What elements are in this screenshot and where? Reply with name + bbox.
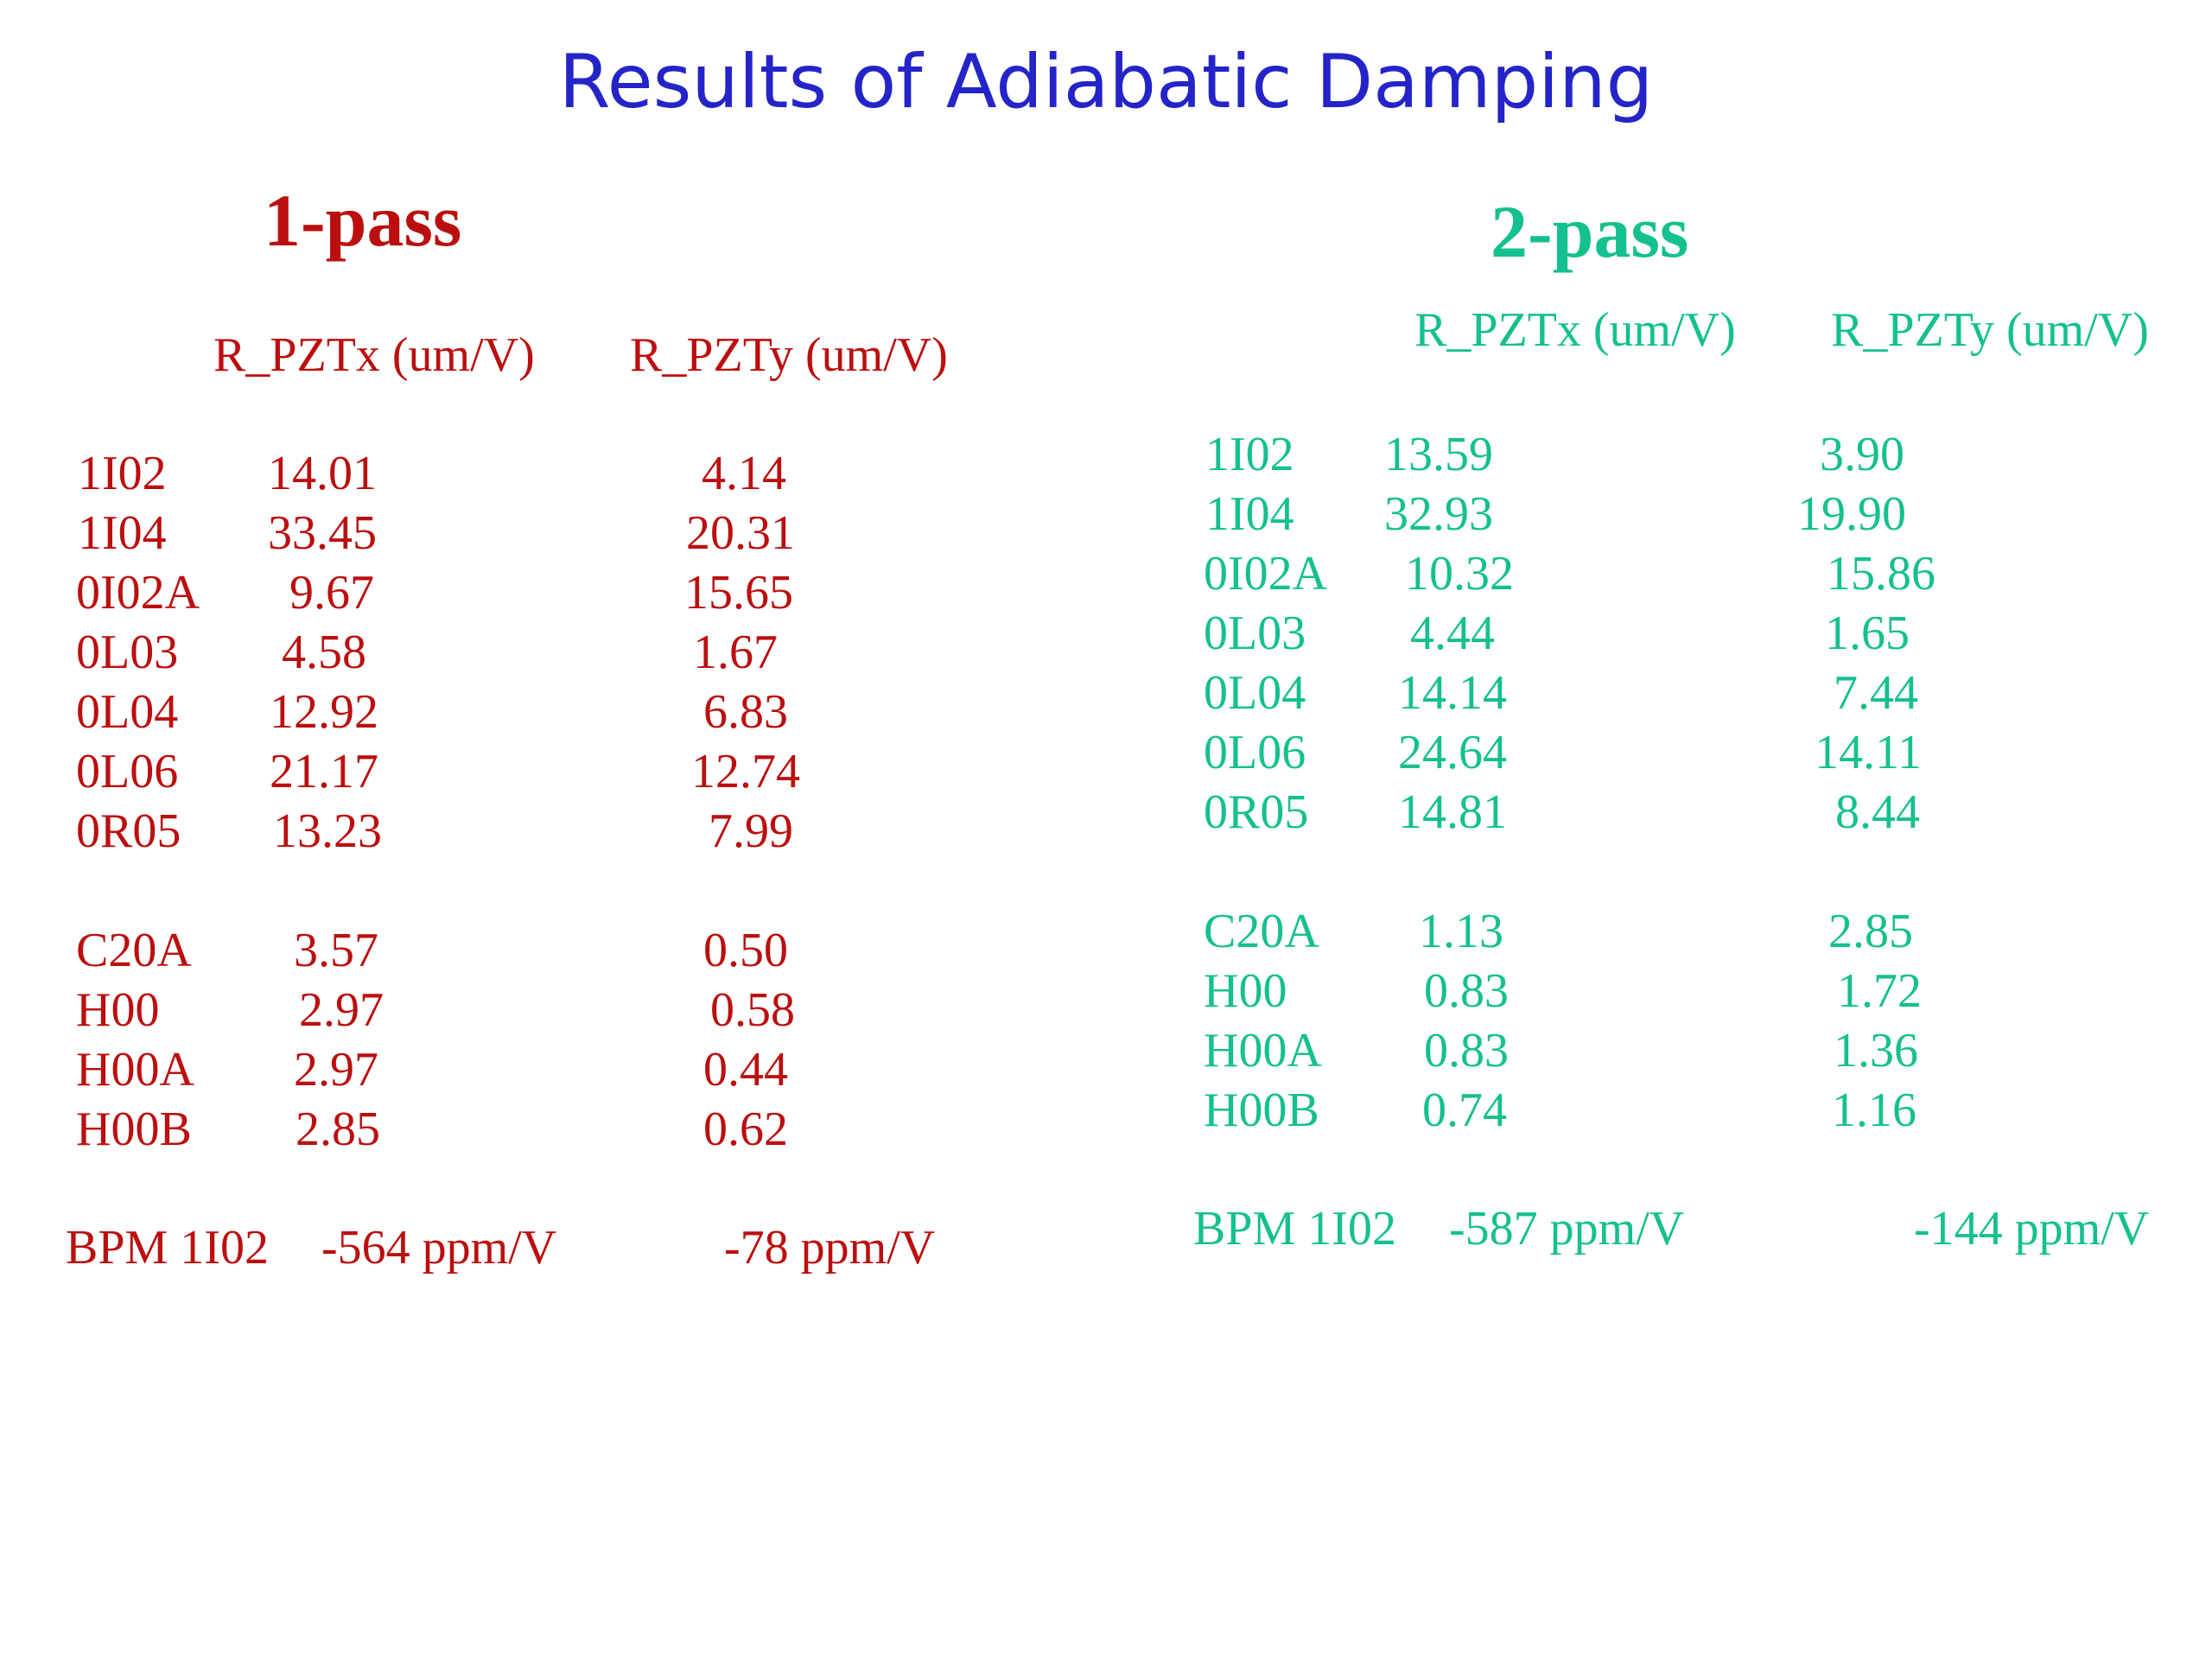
two-pass-row-x: 1.13 (1419, 905, 1503, 958)
one-pass-row-y: 0.44 (703, 1043, 788, 1096)
one-pass-row-x: 12.92 (270, 685, 378, 739)
one-pass-row-x: 3.57 (294, 924, 378, 977)
one-pass-row-y: 15.65 (684, 566, 793, 620)
two-pass-heading: 2-pass (1491, 190, 1689, 273)
one-pass-row-x: 9.67 (289, 566, 374, 620)
one-pass-row-name: 1I02 (78, 447, 167, 500)
one-pass-row-y: 12.74 (691, 745, 800, 798)
two-pass-row-x: 0.74 (1422, 1084, 1507, 1137)
two-pass-bpm-x: -587 ppm/V (1449, 1202, 1685, 1255)
two-pass-row-name: 0I02A (1204, 547, 1328, 601)
two-pass-row-x: 14.14 (1398, 666, 1507, 720)
one-pass-row-name: 0L04 (76, 685, 179, 739)
one-pass-row-name: 0L06 (76, 745, 179, 798)
two-pass-row-name: 0L06 (1204, 726, 1306, 779)
one-pass-row-name: H00A (76, 1043, 194, 1096)
two-pass-row-name: 1I04 (1205, 487, 1294, 541)
one-pass-row-y: 0.58 (710, 983, 795, 1037)
two-pass-row-y: 1.65 (1825, 607, 1910, 660)
two-pass-row-x: 4.44 (1410, 607, 1495, 660)
two-pass-row-y: 7.44 (1834, 666, 1918, 720)
two-pass-row-name: H00 (1204, 964, 1287, 1018)
two-pass-row-x: 13.59 (1384, 428, 1493, 481)
two-pass-row-y: 8.44 (1835, 785, 1920, 839)
one-pass-row-y: 4.14 (702, 447, 786, 500)
one-pass-row-name: H00 (76, 983, 160, 1037)
two-pass-col-x-header: R_PZTx (um/V) (1414, 303, 1736, 357)
two-pass-row-x: 24.64 (1398, 726, 1507, 779)
one-pass-row-x: 2.97 (299, 983, 384, 1037)
two-pass-bpm-name: BPM 1I02 (1193, 1202, 1396, 1255)
one-pass-row-y: 0.62 (703, 1103, 788, 1156)
two-pass-bpm-y: -144 ppm/V (1914, 1202, 2150, 1255)
two-pass-row-name: 1I02 (1205, 428, 1294, 481)
two-pass-row-y: 1.72 (1837, 964, 1922, 1018)
two-pass-row-name: 0R05 (1204, 785, 1309, 839)
one-pass-row-x: 33.45 (268, 506, 377, 560)
one-pass-row-x: 2.85 (296, 1103, 380, 1156)
one-pass-row-y: 7.99 (709, 804, 793, 858)
one-pass-row-y: 0.50 (703, 924, 788, 977)
one-pass-row-name: 1I04 (78, 506, 167, 560)
two-pass-row-y: 2.85 (1828, 905, 1913, 958)
two-pass-row-name: H00B (1204, 1084, 1319, 1137)
one-pass-row-x: 14.01 (268, 447, 377, 500)
one-pass-row-name: 0R05 (76, 804, 181, 858)
one-pass-row-y: 1.67 (693, 626, 778, 679)
two-pass-row-name: 0L03 (1204, 607, 1306, 660)
one-pass-col-y-header: R_PZTy (um/V) (630, 328, 948, 382)
one-pass-row-y: 6.83 (703, 685, 788, 739)
one-pass-row-name: H00B (76, 1103, 192, 1156)
one-pass-bpm-y: -78 ppm/V (724, 1221, 936, 1274)
one-pass-col-x-header: R_PZTx (um/V) (213, 328, 535, 382)
one-pass-bpm-name: BPM 1I02 (66, 1221, 269, 1274)
one-pass-heading: 1-pass (264, 179, 462, 262)
one-pass-row-x: 2.97 (294, 1043, 378, 1096)
two-pass-row-name: C20A (1204, 905, 1319, 958)
two-pass-row-y: 14.11 (1815, 726, 1922, 779)
one-pass-row-x: 21.17 (270, 745, 378, 798)
one-pass-bpm-x: -564 ppm/V (321, 1221, 557, 1274)
page-title: Results of Adiabatic Damping (558, 39, 1654, 125)
two-pass-row-y: 1.36 (1834, 1024, 1918, 1077)
two-pass-row-x: 0.83 (1424, 1024, 1509, 1077)
two-pass-row-x: 0.83 (1424, 964, 1509, 1018)
two-pass-row-name: 0L04 (1204, 666, 1306, 720)
one-pass-row-name: 0I02A (76, 566, 200, 620)
two-pass-row-y: 19.90 (1797, 487, 1906, 541)
one-pass-row-y: 20.31 (686, 506, 795, 560)
two-pass-row-name: H00A (1204, 1024, 1322, 1077)
two-pass-row-y: 1.16 (1832, 1084, 1916, 1137)
one-pass-row-x: 13.23 (273, 804, 382, 858)
two-pass-col-y-header: R_PZTy (um/V) (1831, 303, 2149, 357)
one-pass-row-name: C20A (76, 924, 192, 977)
one-pass-row-x: 4.58 (282, 626, 366, 679)
two-pass-row-x: 10.32 (1405, 547, 1514, 601)
one-pass-row-name: 0L03 (76, 626, 179, 679)
two-pass-row-x: 14.81 (1398, 785, 1507, 839)
two-pass-row-y: 15.86 (1827, 547, 1936, 601)
two-pass-row-y: 3.90 (1820, 428, 1904, 481)
two-pass-row-x: 32.93 (1384, 487, 1493, 541)
